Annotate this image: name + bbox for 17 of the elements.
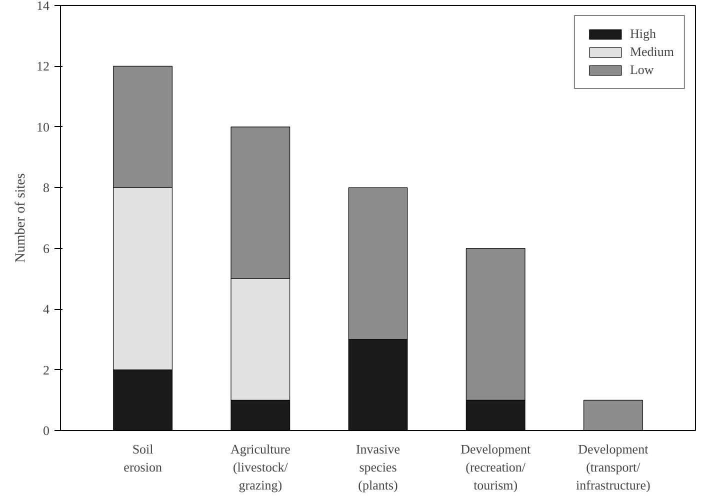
x-tick-label: Soil erosion [124,442,162,474]
x-tick-label: Invasive species (plants) [356,442,400,492]
legend-label: High [630,26,656,42]
legend-label: Medium [630,44,674,60]
y-tick-label: 8 [43,180,50,196]
x-tick-label: Development (transport/ infrastructure) [576,442,650,492]
y-tick-label: 2 [43,362,50,378]
y-tick-label: 12 [36,58,50,74]
y-tick-label: 6 [43,240,50,256]
legend-label: Low [630,62,654,78]
y-tick-label: 14 [36,0,50,13]
y-tick-label: 0 [43,423,50,438]
y-axis-title: Number of sites [14,173,28,263]
y-tick-label: 4 [43,302,50,317]
y-tick-label: 10 [36,119,50,134]
x-tick-label: Development (recreation/ tourism) [460,442,531,492]
x-tick-label: Agriculture (livestock/ grazing) [230,442,291,492]
